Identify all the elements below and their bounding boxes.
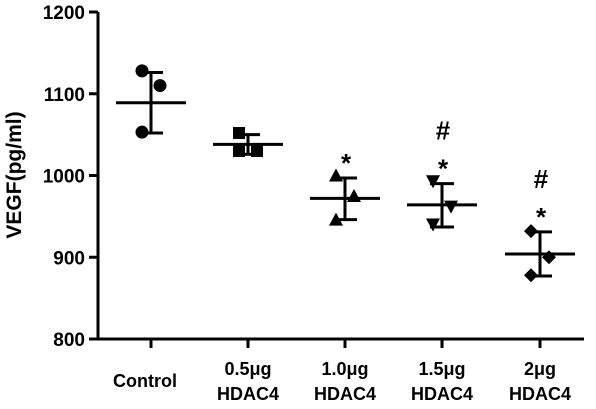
significance-asterisk: * [536,202,547,232]
category-label-line2: HDAC4 [509,384,571,404]
significance-hash: # [534,164,549,194]
y-tick-label: 800 [53,330,85,351]
data-point [426,175,440,189]
significance-hash: # [436,116,451,146]
data-groups: * *#*# [116,64,575,283]
data-point [135,64,149,78]
group-1 [213,126,283,157]
category-label: Control [113,371,177,391]
data-point [233,126,245,139]
category-label-line2: HDAC4 [411,384,473,404]
data-point [347,188,361,202]
data-point [426,218,440,232]
y-ticks: 800 900 1000 1100 1200 [43,3,98,351]
category-label-line1: 0.5μg [224,359,271,379]
x-category-labels: Control 0.5μg HDAC4 1.0μg HDAC4 1.5μg HDAC4 2μg… [113,339,571,404]
category-label-line2: HDAC4 [217,384,279,404]
data-point [444,200,458,214]
y-tick-label: 900 [53,248,85,269]
y-tick-label: 1100 [44,85,85,106]
category-label-line1: 2μg [524,359,556,379]
category-label-line1: 1.0μg [321,359,368,379]
group-0 [116,64,186,139]
category-label-line1: 1.5μg [418,359,465,379]
group-2: * [310,148,380,226]
significance-asterisk: * [438,154,449,184]
y-axis-label: VEGF(pg/ml) [3,111,26,238]
data-point [153,79,167,93]
data-point [542,250,556,265]
category-label-line2: HDAC4 [314,384,376,404]
significance-asterisk: * [341,148,352,178]
y-tick-label: 1200 [43,3,85,24]
y-tick-label: 1000 [43,167,85,188]
group-4: *# [505,164,575,283]
group-3: *# [407,116,477,232]
